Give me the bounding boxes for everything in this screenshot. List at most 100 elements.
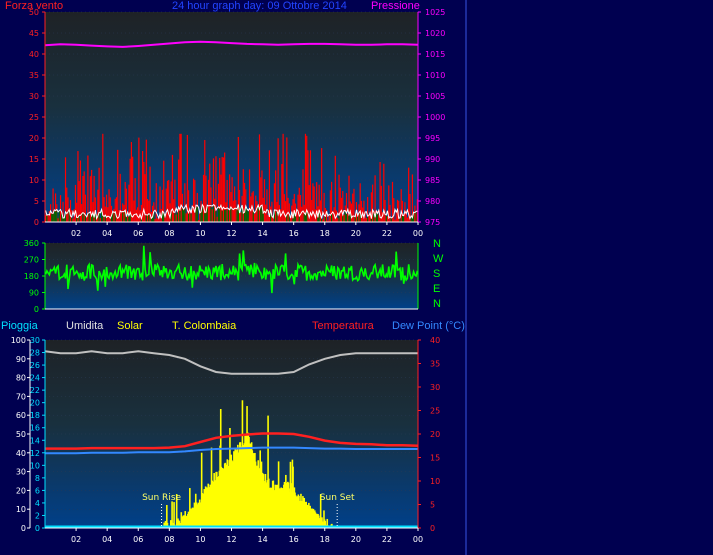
- temperature-x-tick-label: 16: [289, 535, 299, 544]
- sunrise-label: Sun Rise: [142, 493, 181, 503]
- humidity-y-tick-label: 30: [16, 468, 26, 477]
- humidity-y-tick-label: 20: [16, 486, 26, 495]
- dewpoint-legend: Dew Point (°C): [392, 320, 465, 332]
- compass-labels: N W S E N: [433, 238, 445, 313]
- station-legend: T. Colombaia: [172, 320, 237, 332]
- temperature-y-tick-label: 40: [430, 336, 440, 345]
- humidity-y-tick-label: 70: [16, 392, 26, 401]
- compass-w: W: [433, 253, 444, 265]
- temperature-x-tick-label: 02: [71, 535, 81, 544]
- wind-x-tick-label: 16: [289, 229, 299, 238]
- humidity-y-tick-label: 60: [16, 411, 26, 420]
- compass-e: E: [433, 283, 441, 295]
- rain-y-tick-label: 6: [35, 486, 40, 495]
- pressure-y-tick-label: 990: [425, 155, 440, 164]
- pressure-line: [44, 40, 419, 48]
- humidity-y-tick-label: 10: [16, 505, 26, 514]
- temperature-x-tick-label: 14: [257, 535, 267, 544]
- wind-x-tick-label: 22: [382, 229, 392, 238]
- wind-y-tick-label: 25: [29, 113, 39, 122]
- wind-x-tick-label: 20: [351, 229, 361, 238]
- temperature-legend: Temperatura: [312, 320, 374, 332]
- rain-y-tick-label: 8: [35, 474, 40, 483]
- humidity-y-tick-label: 80: [16, 374, 26, 383]
- wind-y-tick-label: 40: [29, 50, 39, 59]
- wind-x-tick-label: 04: [102, 229, 112, 238]
- temperature-x-tick-label: 00: [413, 535, 423, 544]
- wind-y-tick-label: 20: [29, 134, 39, 143]
- temperature-line: [45, 432, 419, 450]
- rain-y-tick-label: 22: [30, 386, 40, 395]
- rain-y-tick-label: 24: [30, 374, 40, 383]
- wind-direction-chart: 0 90 180 270 360: [24, 239, 419, 314]
- wind-axis-title: Forza vento: [5, 0, 64, 12]
- rain-y-tick-label: 14: [30, 436, 40, 445]
- temperature-x-tick-label: 04: [102, 535, 112, 544]
- temperature-y-tick-label: 30: [430, 383, 440, 392]
- humidity-y-tick-label: 0: [21, 524, 26, 533]
- pressure-y-tick-label: 1000: [425, 113, 445, 122]
- temperature-x-tick-label: 08: [164, 535, 174, 544]
- temperature-y-tick-label: 5: [430, 501, 435, 510]
- temperature-x-tick-label: 06: [133, 535, 143, 544]
- humidity-y-tick-label: 50: [16, 430, 26, 439]
- rain-y-tick-label: 10: [30, 461, 40, 470]
- temperature-x-tick-label: 20: [351, 535, 361, 544]
- rain-y-tick-label: 28: [30, 349, 40, 358]
- temperature-y-tick-label: 15: [430, 454, 440, 463]
- wind-y-tick-label: 10: [29, 176, 39, 185]
- rain-y-tick-label: 2: [35, 511, 40, 520]
- wind-y-tick-label: 45: [29, 29, 39, 38]
- dewpoint-line: [45, 446, 418, 455]
- humidity-y-tick-label: 40: [16, 449, 26, 458]
- compass-s: S: [433, 268, 441, 280]
- direction-y-tick-label: 90: [29, 289, 39, 298]
- rain-axis-title: Pioggia: [1, 320, 38, 332]
- chart-title: 24 hour graph day: 09 Ottobre 2014: [172, 0, 347, 12]
- temperature-y-tick-label: 10: [430, 477, 440, 486]
- wind-y-tick-label: 30: [29, 92, 39, 101]
- solar-legend: Solar: [117, 320, 143, 332]
- pressure-y-tick-label: 1015: [425, 50, 445, 59]
- rain-y-tick-label: 0: [35, 524, 40, 533]
- wind-x-tick-label: 02: [71, 229, 81, 238]
- temperature-x-tick-label: 10: [195, 535, 205, 544]
- humidity-y-tick-label: 90: [16, 355, 26, 364]
- direction-y-tick-label: 180: [24, 272, 39, 281]
- compass-n-top: N: [433, 238, 441, 250]
- temperature-y-tick-label: 25: [430, 407, 440, 416]
- rain-y-tick-label: 30: [30, 336, 40, 345]
- compass-n-bottom: N: [433, 298, 441, 310]
- temperature-x-tick-label: 22: [382, 535, 392, 544]
- wind-y-tick-label: 5: [34, 197, 39, 206]
- wind-x-tick-label: 10: [195, 229, 205, 238]
- temperature-x-tick-label: 18: [320, 535, 330, 544]
- temperature-y-tick-label: 0: [430, 524, 435, 533]
- wind-x-tick-label: 12: [226, 229, 236, 238]
- wind-average-line: [45, 203, 418, 221]
- wind-y-tick-label: 50: [29, 8, 39, 17]
- sunset-label: Sun Set: [320, 493, 355, 503]
- temperature-chart: Sun Rise Sun Set 010203040506070809010002…: [11, 336, 440, 544]
- wind-y-tick-label: 15: [29, 155, 39, 164]
- rain-y-tick-label: 12: [30, 449, 40, 458]
- direction-y-tick-label: 270: [24, 256, 39, 265]
- direction-y-tick-label: 360: [24, 239, 39, 248]
- pressure-axis-title: Pressione: [371, 0, 420, 12]
- wind-x-tick-label: 08: [164, 229, 174, 238]
- temperature-y-tick-label: 35: [430, 360, 440, 369]
- rain-y-tick-label: 20: [30, 399, 40, 408]
- humidity-line: [44, 350, 418, 375]
- pressure-y-tick-label: 980: [425, 197, 440, 206]
- rain-y-tick-label: 26: [30, 361, 40, 370]
- direction-y-tick-label: 0: [34, 305, 39, 314]
- wind-x-tick-label: 18: [320, 229, 330, 238]
- wind-direction-line: [44, 245, 419, 294]
- pressure-y-tick-label: 1025: [425, 8, 445, 17]
- wind-x-tick-label: 14: [257, 229, 267, 238]
- pressure-y-tick-label: 975: [425, 218, 440, 227]
- wind-x-tick-label: 00: [413, 229, 423, 238]
- rain-y-tick-label: 16: [30, 424, 40, 433]
- humidity-legend: Umidita: [66, 320, 104, 332]
